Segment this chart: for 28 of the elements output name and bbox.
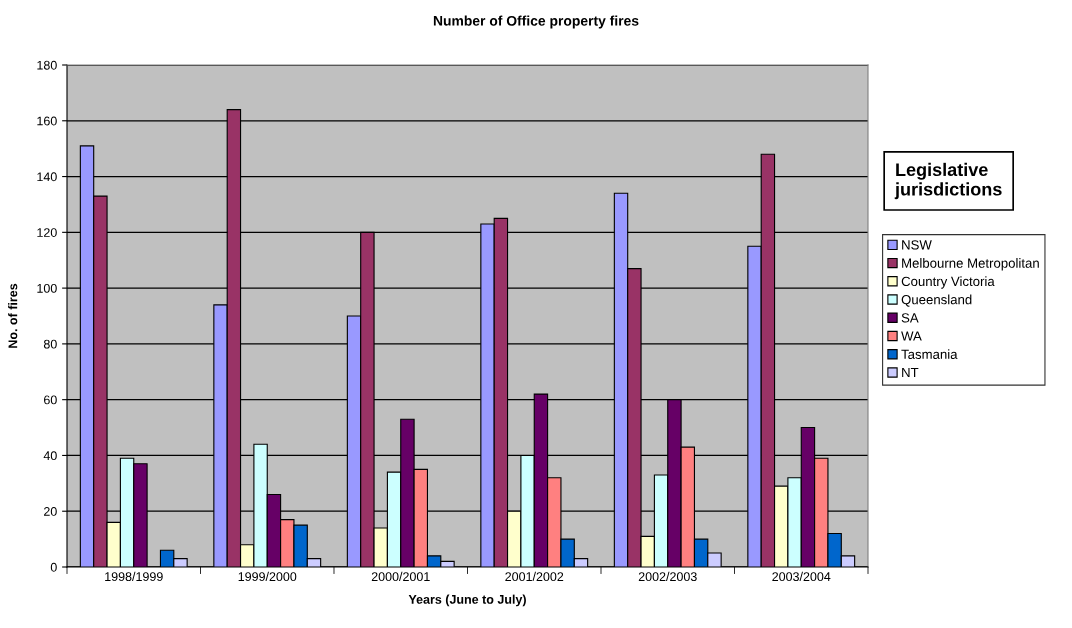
y-tick-label: 0	[50, 562, 57, 572]
legend-label: Country Victoria	[901, 276, 995, 289]
y-axis-title: No. of fires	[8, 283, 18, 348]
x-tick-label: 2000/2001	[371, 571, 430, 582]
legend-label: WA	[901, 331, 922, 341]
legend-label: SA	[901, 313, 919, 323]
x-axis-title: Years (June to July)	[408, 594, 526, 607]
x-tick-label: 2002/2003	[638, 571, 697, 582]
x-tick-label: 1999/2000	[238, 571, 297, 582]
y-tick-label: 140	[37, 172, 57, 182]
y-tick-label: 120	[37, 228, 57, 237]
y-tick-label: 100	[37, 283, 57, 293]
legend-label: Melbourne Metropolitan	[902, 258, 1039, 271]
legend-label: Tasmania	[901, 349, 958, 359]
y-tick-label: 20	[44, 507, 57, 516]
legend-label: NT	[902, 368, 919, 378]
y-tick-label: 80	[43, 339, 57, 349]
chart-title: Number of Office property fires	[433, 15, 639, 29]
y-tick-label: 160	[37, 116, 57, 126]
y-tick-label: 40	[43, 451, 57, 461]
legend-label: NSW	[902, 240, 932, 250]
legend-title: Legislative jurisdictions	[894, 162, 1002, 200]
y-tick-label: 60	[44, 395, 57, 405]
x-tick-label: 2003/2004	[772, 571, 831, 582]
legend-label: Queensland	[901, 294, 972, 307]
x-tick-label: 1998/1999	[105, 571, 163, 582]
y-tick-label: 180	[37, 60, 57, 70]
x-tick-label: 2001/2002	[505, 571, 564, 582]
